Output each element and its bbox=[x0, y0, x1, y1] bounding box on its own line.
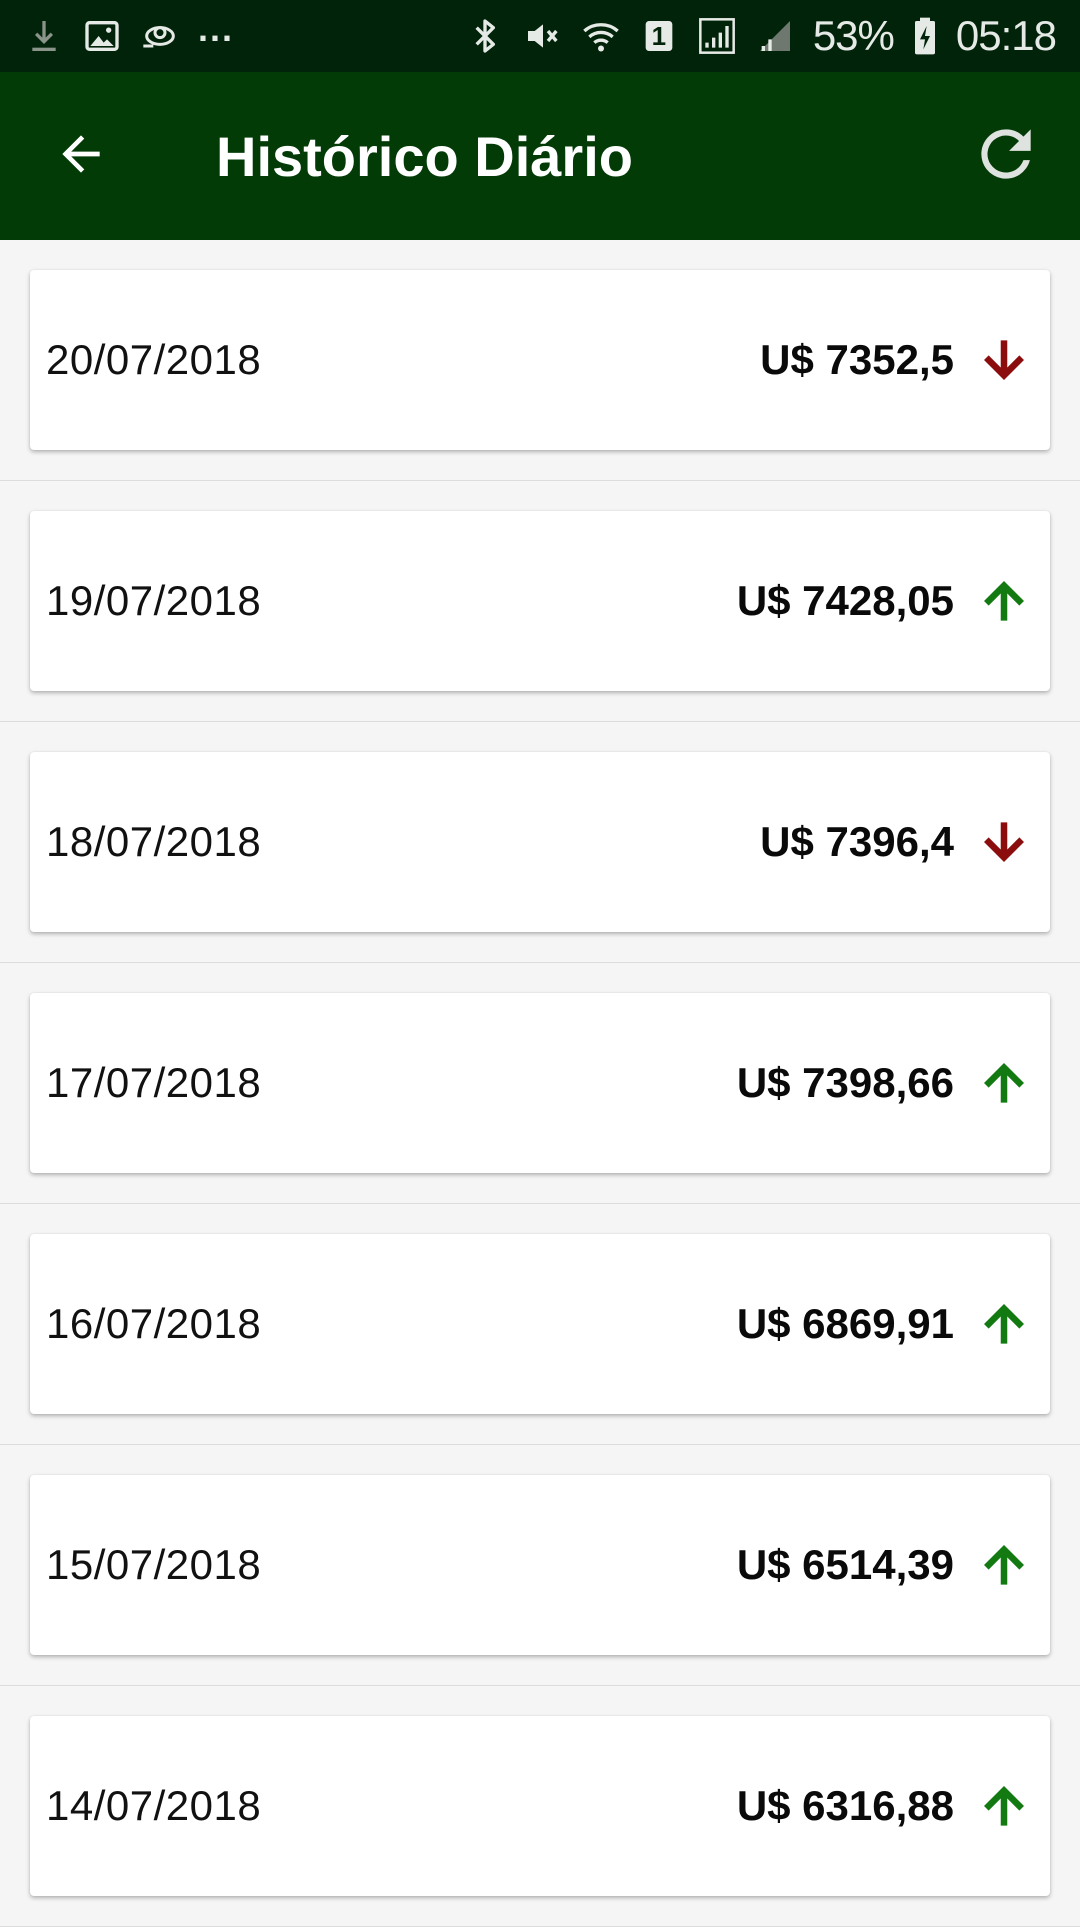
history-date: 20/07/2018 bbox=[46, 336, 262, 383]
history-price: U$ 7396,4 bbox=[760, 818, 954, 865]
signal-icon bbox=[697, 16, 737, 56]
list-item: 15/07/2018 U$ 6514,39 bbox=[0, 1445, 1080, 1686]
battery-icon bbox=[912, 16, 938, 56]
bluetooth-icon bbox=[465, 16, 505, 56]
arrow-up-icon bbox=[976, 1778, 1032, 1834]
history-date: 19/07/2018 bbox=[46, 577, 262, 624]
history-card[interactable]: 16/07/2018 U$ 6869,91 bbox=[30, 1234, 1050, 1414]
mute-icon bbox=[523, 16, 563, 56]
history-date: 14/07/2018 bbox=[46, 1782, 262, 1829]
status-bar: ... 1 53% 05:18 bbox=[0, 0, 1080, 72]
list-item: 16/07/2018 U$ 6869,91 bbox=[0, 1204, 1080, 1445]
history-list: 20/07/2018 U$ 7352,5 19/07/2018 U$ 7428,05 1… bbox=[0, 240, 1080, 1927]
history-price: U$ 6514,39 bbox=[736, 1541, 954, 1588]
history-card[interactable]: 17/07/2018 U$ 7398,66 bbox=[30, 993, 1050, 1173]
overflow-dots: ... bbox=[198, 8, 235, 49]
history-date: 16/07/2018 bbox=[46, 1300, 262, 1347]
sim-slot-label: 1 bbox=[651, 21, 667, 51]
history-price: U$ 7352,5 bbox=[760, 336, 954, 383]
history-card[interactable]: 18/07/2018 U$ 7396,4 bbox=[30, 752, 1050, 932]
arrow-up-icon bbox=[976, 1296, 1032, 1352]
list-item: 19/07/2018 U$ 7428,05 bbox=[0, 481, 1080, 722]
image-icon bbox=[82, 16, 122, 56]
history-card[interactable]: 15/07/2018 U$ 6514,39 bbox=[30, 1475, 1050, 1655]
arrow-up-icon bbox=[976, 1055, 1032, 1111]
arrow-back-icon bbox=[53, 126, 109, 187]
wifi-icon bbox=[581, 16, 621, 56]
signal-icon bbox=[755, 16, 795, 56]
history-price: U$ 6316,88 bbox=[736, 1782, 954, 1829]
battery-percentage: 53% bbox=[812, 12, 895, 59]
history-price: U$ 6869,91 bbox=[736, 1300, 954, 1347]
history-card[interactable]: 20/07/2018 U$ 7352,5 bbox=[30, 270, 1050, 450]
list-item: 18/07/2018 U$ 7396,4 bbox=[0, 722, 1080, 963]
history-date: 18/07/2018 bbox=[46, 818, 262, 865]
history-price: U$ 7428,05 bbox=[736, 577, 954, 624]
history-card[interactable]: 14/07/2018 U$ 6316,88 bbox=[30, 1716, 1050, 1896]
arrow-down-icon bbox=[976, 332, 1032, 388]
list-item: 14/07/2018 U$ 6316,88 bbox=[0, 1686, 1080, 1927]
history-price: U$ 7398,66 bbox=[736, 1059, 954, 1106]
list-item: 17/07/2018 U$ 7398,66 bbox=[0, 963, 1080, 1204]
sim-icon: 1 bbox=[639, 16, 679, 56]
history-card[interactable]: 19/07/2018 U$ 7428,05 bbox=[30, 511, 1050, 691]
status-bar-right: 1 53% 05:18 bbox=[465, 12, 1057, 60]
arrow-up-icon bbox=[976, 573, 1032, 629]
refresh-button[interactable] bbox=[966, 116, 1046, 196]
arrow-up-icon bbox=[976, 1537, 1032, 1593]
page-title: Histórico Diário bbox=[216, 124, 633, 188]
list-item: 20/07/2018 U$ 7352,5 bbox=[0, 240, 1080, 481]
status-bar-left: ... bbox=[24, 8, 234, 56]
history-date: 17/07/2018 bbox=[46, 1059, 262, 1106]
app-bar: Histórico Diário bbox=[0, 72, 1080, 240]
clock: 05:18 bbox=[955, 12, 1057, 59]
sync-icon bbox=[140, 16, 180, 56]
refresh-icon bbox=[969, 117, 1043, 196]
arrow-down-icon bbox=[976, 814, 1032, 870]
history-date: 15/07/2018 bbox=[46, 1541, 262, 1588]
download-icon bbox=[24, 16, 64, 56]
back-button[interactable] bbox=[46, 121, 116, 191]
